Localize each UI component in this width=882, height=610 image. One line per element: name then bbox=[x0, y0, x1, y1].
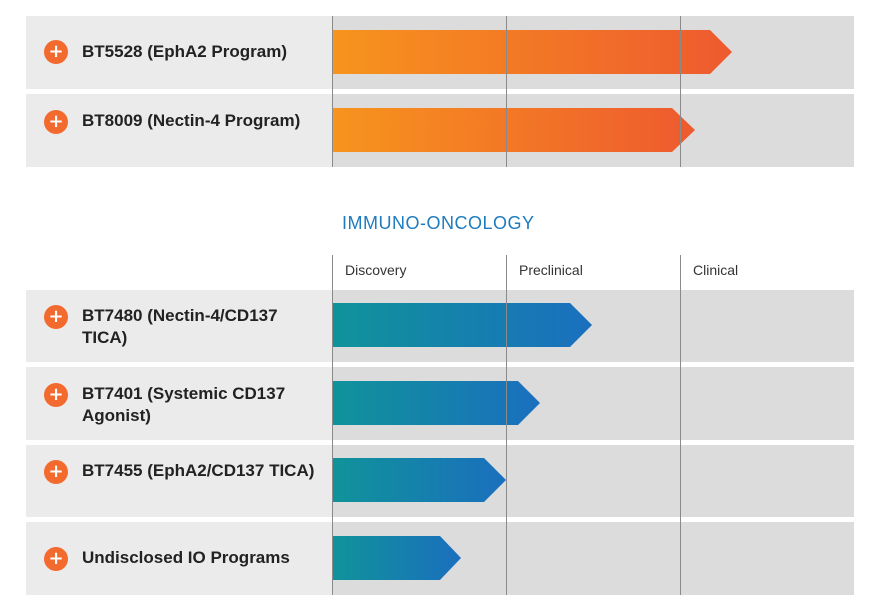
program-name: BT7401 (Systemic CD137 Agonist) bbox=[82, 384, 286, 425]
progress-bar bbox=[332, 303, 592, 347]
program-name: BT5528 (EphA2 Program) bbox=[82, 42, 287, 61]
progress-bar bbox=[332, 30, 732, 74]
expand-plus-icon[interactable]: + bbox=[44, 110, 68, 134]
stage-divider bbox=[332, 255, 333, 595]
program-name: BT7480 (Nectin-4/CD137 TICA) bbox=[82, 306, 278, 347]
progress-bar bbox=[332, 108, 695, 152]
progress-bar bbox=[332, 458, 506, 502]
stage-label-discovery: Discovery bbox=[345, 262, 407, 278]
program-row: + Undisclosed IO Programs bbox=[26, 522, 854, 595]
program-name: BT8009 (Nectin-4 Program) bbox=[82, 111, 301, 130]
stage-divider bbox=[506, 255, 507, 595]
expand-plus-icon[interactable]: + bbox=[44, 383, 68, 407]
expand-plus-icon[interactable]: + bbox=[44, 305, 68, 329]
stage-divider bbox=[680, 255, 681, 595]
expand-plus-icon[interactable]: + bbox=[44, 40, 68, 64]
program-label-cell: + BT8009 (Nectin-4 Program) bbox=[26, 94, 332, 167]
program-label-cell: + BT7401 (Systemic CD137 Agonist) bbox=[26, 367, 332, 440]
stage-label-clinical: Clinical bbox=[693, 262, 739, 278]
program-row: + BT5528 (EphA2 Program) bbox=[26, 16, 854, 89]
section-title: IMMUNO-ONCOLOGY bbox=[342, 213, 535, 233]
program-row: + BT8009 (Nectin-4 Program) bbox=[26, 94, 854, 167]
program-name: BT7455 (EphA2/CD137 TICA) bbox=[82, 461, 315, 480]
progress-bar bbox=[332, 381, 540, 425]
stage-divider bbox=[332, 16, 333, 167]
program-label-cell: + BT7480 (Nectin-4/CD137 TICA) bbox=[26, 290, 332, 362]
expand-plus-icon[interactable]: + bbox=[44, 460, 68, 484]
program-label-cell: + Undisclosed IO Programs bbox=[26, 522, 332, 595]
program-row: + BT7480 (Nectin-4/CD137 TICA) bbox=[26, 290, 854, 362]
expand-plus-icon[interactable]: + bbox=[44, 547, 68, 571]
program-label-cell: + BT7455 (EphA2/CD137 TICA) bbox=[26, 445, 332, 517]
progress-bar bbox=[332, 536, 461, 580]
program-row: + BT7455 (EphA2/CD137 TICA) bbox=[26, 445, 854, 517]
stage-divider bbox=[506, 16, 507, 167]
stage-label-preclinical: Preclinical bbox=[519, 262, 583, 278]
stage-divider bbox=[680, 16, 681, 167]
program-name: Undisclosed IO Programs bbox=[82, 548, 290, 567]
program-row: + BT7401 (Systemic CD137 Agonist) bbox=[26, 367, 854, 440]
program-label-cell: + BT5528 (EphA2 Program) bbox=[26, 16, 332, 89]
